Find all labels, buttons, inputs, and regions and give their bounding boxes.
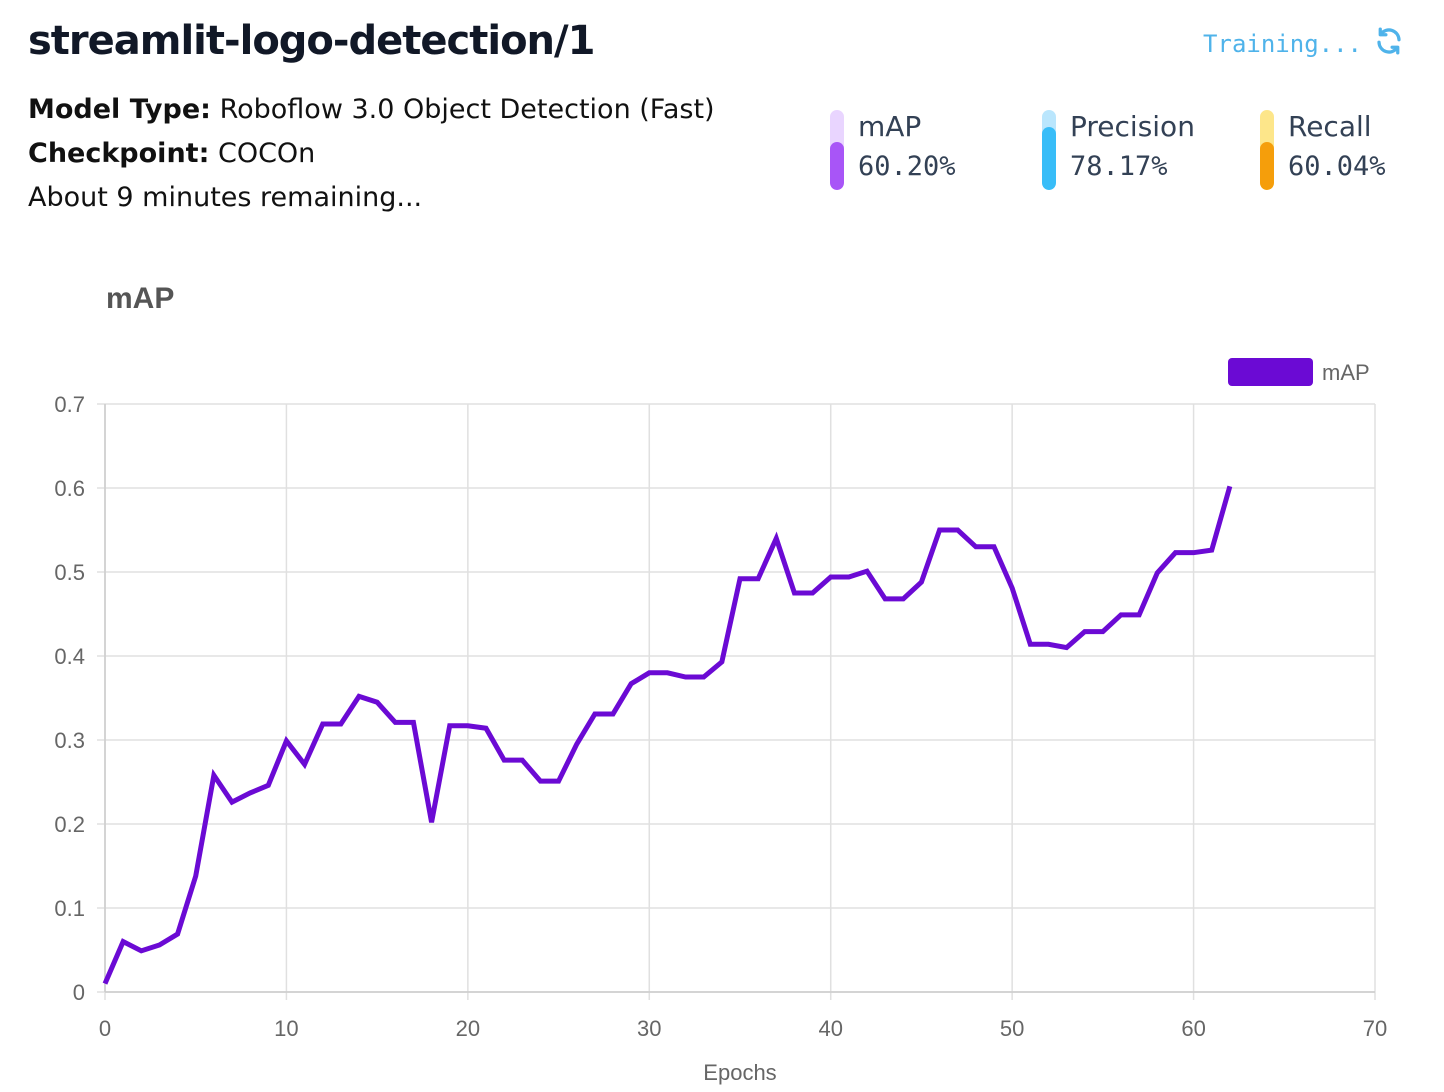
legend-label: mAP [1322, 360, 1370, 385]
metric-label: Recall [1288, 110, 1372, 143]
x-tick-label: 10 [274, 1016, 298, 1041]
metric-label: mAP [858, 110, 922, 143]
y-tick-label: 0.2 [54, 812, 85, 837]
legend-swatch [1228, 358, 1313, 386]
y-tick-label: 0 [73, 980, 85, 1005]
metric-recall: Recall 60.04% [1260, 110, 1386, 190]
page-title: streamlit-logo-detection/1 [28, 18, 595, 64]
x-tick-label: 50 [1000, 1016, 1024, 1041]
metric-bar [830, 110, 844, 190]
metric-value: 60.04% [1288, 151, 1386, 182]
status-text: Training... [1203, 30, 1362, 58]
time-remaining: About 9 minutes remaining... [28, 182, 423, 213]
metric-label: Precision [1070, 110, 1195, 143]
x-tick-label: 40 [818, 1016, 842, 1041]
x-tick-label: 60 [1181, 1016, 1205, 1041]
x-tick-label: 70 [1363, 1016, 1387, 1041]
checkpoint-label: Checkpoint: [28, 138, 210, 169]
metric-precision: Precision 78.17% [1042, 110, 1260, 190]
x-tick-label: 0 [99, 1016, 111, 1041]
y-tick-label: 0.7 [54, 392, 85, 417]
metric-map: mAP 60.20% [830, 110, 1042, 190]
y-tick-label: 0.6 [54, 476, 85, 501]
checkpoint: COCOn [217, 138, 316, 169]
metric-value: 60.20% [858, 151, 956, 182]
y-tick-label: 0.1 [54, 896, 85, 921]
training-status: Training... [1203, 26, 1404, 62]
y-tick-label: 0.4 [54, 644, 85, 669]
series-line-mAP [102, 485, 1233, 985]
x-axis-label: Epochs [703, 1060, 776, 1085]
model-type: Roboflow 3.0 Object Detection (Fast) [219, 94, 715, 125]
metrics-summary: mAP 60.20% Precision 78.17% Recall 60.04% [830, 110, 1386, 190]
x-tick-label: 20 [456, 1016, 480, 1041]
metric-value: 78.17% [1070, 151, 1168, 182]
refresh-icon[interactable] [1374, 26, 1404, 62]
metric-bar [1260, 110, 1274, 190]
chart-title: mAP [106, 282, 175, 315]
y-tick-label: 0.5 [54, 560, 85, 585]
metric-bar [1042, 110, 1056, 190]
x-tick-label: 30 [637, 1016, 661, 1041]
y-tick-label: 0.3 [54, 728, 85, 753]
model-type-label: Model Type: [28, 94, 211, 125]
model-info: Model Type: Roboflow 3.0 Object Detectio… [28, 88, 715, 220]
